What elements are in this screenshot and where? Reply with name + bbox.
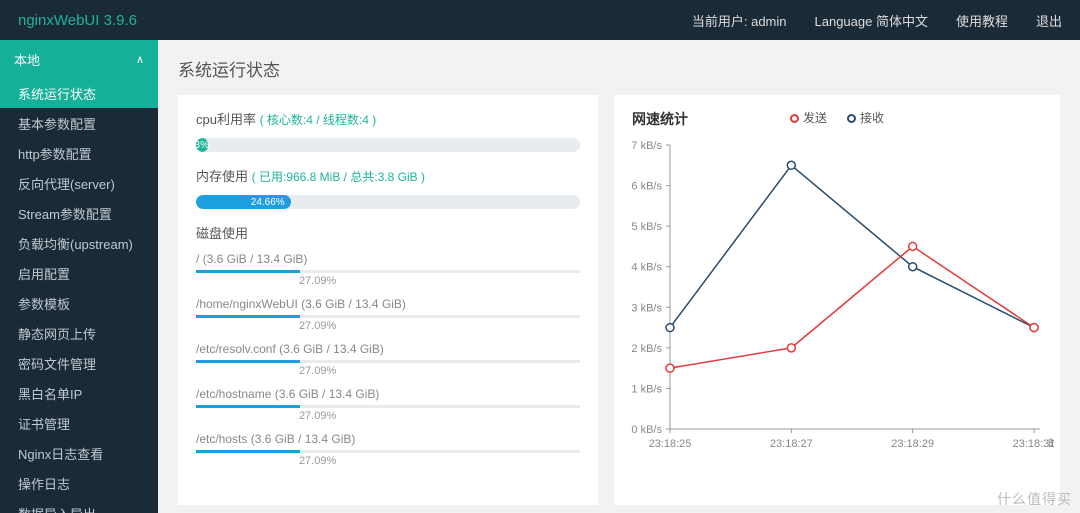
disk-item-label: /etc/hosts (3.6 GiB / 13.4 GiB) [196, 432, 580, 446]
svg-text:23:18:25: 23:18:25 [649, 438, 692, 450]
chart-legend: 发送 接收 [790, 109, 884, 126]
disk-percent: 27.09% [196, 365, 580, 377]
sidebar-item-reverse-proxy[interactable]: 反向代理(server) [0, 168, 158, 198]
disk-bar [196, 450, 580, 453]
svg-text:3 kB/s: 3 kB/s [631, 302, 662, 314]
disk-percent: 27.09% [196, 455, 580, 467]
disk-item-label: /etc/hostname (3.6 GiB / 13.4 GiB) [196, 387, 580, 401]
svg-text:1 kB/s: 1 kB/s [631, 383, 662, 395]
language-selector[interactable]: Language 简体中文 [815, 11, 928, 30]
disk-item-label: /home/nginxWebUI (3.6 GiB / 13.4 GiB) [196, 297, 580, 311]
svg-text:0 kB/s: 0 kB/s [631, 424, 662, 436]
sidebar-group-label: 本地 [14, 50, 40, 69]
svg-text:23:18:27: 23:18:27 [770, 438, 813, 450]
sidebar-item-http-config[interactable]: http参数配置 [0, 138, 158, 168]
svg-text:4 kB/s: 4 kB/s [631, 262, 662, 274]
svg-text:5 kB/s: 5 kB/s [631, 221, 662, 233]
sidebar-item-data-io[interactable]: 数据导入导出 [0, 498, 158, 513]
metrics-card: cpu利用率 ( 核心数:4 / 线程数:4 ) 3% 内存使用 ( 已用:96… [178, 95, 598, 505]
memory-bar-fill: 24.66% [196, 195, 291, 209]
current-user[interactable]: 当前用户: admin [692, 11, 787, 30]
svg-text:23:18:29: 23:18:29 [891, 438, 934, 450]
disk-section-title: 磁盘使用 [196, 223, 580, 242]
cpu-bar: 3% [196, 138, 580, 152]
sidebar-item-basic-config[interactable]: 基本参数配置 [0, 108, 158, 138]
disk-percent: 27.09% [196, 410, 580, 422]
legend-send: 发送 [790, 109, 827, 126]
sidebar-item-op-logs[interactable]: 操作日志 [0, 468, 158, 498]
memory-label: 内存使用 ( 已用:966.8 MiB / 总共:3.8 GiB ) [196, 166, 580, 185]
disk-bar [196, 315, 580, 318]
disk-bar [196, 360, 580, 363]
disk-bar [196, 270, 580, 273]
svg-text:7 kB/s: 7 kB/s [631, 140, 662, 152]
svg-text:时间: 时间 [1048, 437, 1054, 450]
disk-percent: 27.09% [196, 320, 580, 332]
memory-bar: 24.66% [196, 195, 580, 209]
sidebar-group-local[interactable]: 本地 ∧ [0, 40, 158, 78]
sidebar-item-static-upload[interactable]: 静态网页上传 [0, 318, 158, 348]
svg-text:2 kB/s: 2 kB/s [631, 343, 662, 355]
disk-percent: 27.09% [196, 275, 580, 287]
sidebar-item-param-template[interactable]: 参数模板 [0, 288, 158, 318]
sidebar-item-stream-config[interactable]: Stream参数配置 [0, 198, 158, 228]
logout-button[interactable]: 退出 [1036, 11, 1062, 30]
sidebar-item-upstream[interactable]: 负载均衡(upstream) [0, 228, 158, 258]
main-content: 系统运行状态 cpu利用率 ( 核心数:4 / 线程数:4 ) 3% 内存使用 … [158, 40, 1080, 513]
sidebar: 本地 ∧ 系统运行状态基本参数配置http参数配置反向代理(server)Str… [0, 40, 158, 513]
svg-text:6 kB/s: 6 kB/s [631, 181, 662, 193]
sidebar-item-system-status[interactable]: 系统运行状态 [0, 78, 158, 108]
sidebar-item-cert-manage[interactable]: 证书管理 [0, 408, 158, 438]
network-chart: 0 kB/s 1 kB/s 2 kB/s 3 kB/s 4 kB/s 5 kB/s 6 kB… [614, 129, 1054, 469]
chevron-up-icon: ∧ [136, 53, 144, 66]
topbar: nginxWebUI 3.9.6 当前用户: admin Language 简体… [0, 0, 1080, 40]
legend-recv: 接收 [847, 109, 884, 126]
watermark: 什么值得买 [997, 489, 1072, 509]
sidebar-item-ip-list[interactable]: 黑白名单IP [0, 378, 158, 408]
app-logo: nginxWebUI 3.9.6 [18, 12, 137, 29]
cpu-bar-fill: 3% [196, 138, 208, 152]
page-title: 系统运行状态 [178, 56, 1060, 81]
sidebar-item-password-files[interactable]: 密码文件管理 [0, 348, 158, 378]
sidebar-item-nginx-logs[interactable]: Nginx日志查看 [0, 438, 158, 468]
chart-card: 网速统计 发送 接收 0 kB/s1 kB/s2 kB/s3 kB/s4 kB/… [614, 95, 1060, 505]
cpu-label: cpu利用率 ( 核心数:4 / 线程数:4 ) [196, 109, 580, 128]
disk-item-label: /etc/resolv.conf (3.6 GiB / 13.4 GiB) [196, 342, 580, 356]
tutorial-link[interactable]: 使用教程 [956, 11, 1008, 30]
sidebar-item-enable-config[interactable]: 启用配置 [0, 258, 158, 288]
disk-item-label: / (3.6 GiB / 13.4 GiB) [196, 252, 580, 266]
disk-bar [196, 405, 580, 408]
